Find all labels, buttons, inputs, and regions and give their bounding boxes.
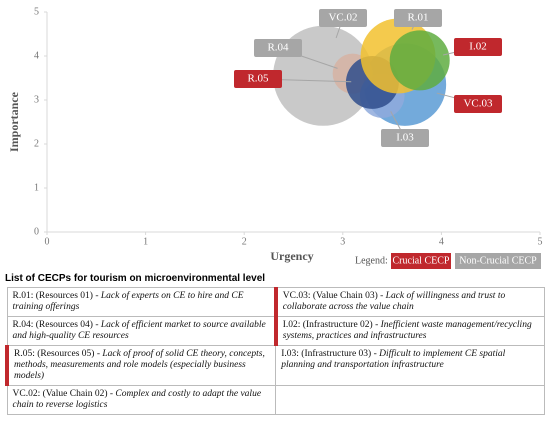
cell-head: I.02: (Infrastructure 02) -: [282, 320, 379, 330]
x-axis-title: Urgency: [270, 249, 313, 263]
legend-swatch: [455, 253, 541, 269]
x-tick-label: 4: [439, 236, 444, 247]
legend-label: Non-Crucial CECP: [459, 255, 537, 266]
table-cell: R.01: (Resources 01) - Lack of experts o…: [6, 287, 277, 317]
cecp-list: List of CECPs for tourism on microenviro…: [5, 271, 545, 415]
label-box: [319, 9, 367, 27]
cell-head: VC.02: (Value Chain 02) -: [12, 389, 114, 399]
table-title: List of CECPs for tourism on microenviro…: [5, 273, 266, 284]
legend-swatch: [391, 253, 451, 269]
cell-text: Complex and costly to adapt the value ch…: [12, 389, 262, 410]
label-box: [254, 39, 302, 57]
cell-head: R.01: (Resources 01) -: [12, 291, 99, 301]
label-box: [234, 70, 282, 88]
bubble-label: VC.02: [328, 12, 357, 24]
x-tick-label: 2: [242, 236, 247, 247]
cell-text: Lack of efficient market to source avail…: [12, 320, 266, 341]
bubble-label: VC.03: [463, 98, 493, 110]
y-tick-label: 1: [34, 182, 39, 193]
y-tick-label: 2: [34, 138, 39, 149]
label-box: [454, 95, 502, 113]
cell-head: I.03: (Infrastructure 03) -: [281, 349, 377, 359]
x-tick-label: 5: [538, 236, 543, 247]
y-axis-title: Importance: [7, 91, 21, 152]
cell-head: R.04: (Resources 04) -: [12, 320, 99, 330]
bubble-label: R.04: [267, 42, 289, 54]
table-cell: VC.02: (Value Chain 02) - Complex and co…: [6, 385, 277, 415]
cell-text: Lack of experts on CE to hire and CE tra…: [12, 291, 244, 312]
bubble-label: R.05: [247, 73, 269, 85]
y-tick-label: 3: [34, 94, 39, 105]
table-cell: I.03: (Infrastructure 03) - Difficult to…: [275, 345, 545, 386]
y-tick-label: 5: [34, 6, 39, 17]
cell-text: Lack of willingness and trust to collabo…: [282, 291, 506, 312]
cell-head: R.05: (Resources 05) -: [14, 349, 101, 359]
x-tick-label: 1: [143, 236, 148, 247]
bubble-label: I.03: [396, 132, 414, 144]
table-cell: VC.03: (Value Chain 03) - Lack of willin…: [273, 287, 545, 317]
legend: Legend: Crucial CECP Non-Crucial CECP: [355, 253, 541, 269]
legend-title: Legend:: [355, 255, 388, 266]
bubble-label: I.02: [469, 41, 486, 53]
bubble-label: R.01: [407, 12, 428, 24]
table-cell: I.02: (Infrastructure 02) - Inefficient …: [273, 316, 545, 346]
label-box: [381, 129, 429, 147]
table: R.01: (Resources 01) - Lack of experts o…: [5, 287, 545, 415]
cell-text: Inefficient waste management/recycling s…: [282, 320, 532, 341]
table-cell: R.05: (Resources 05) - Lack of proof of …: [5, 345, 277, 386]
x-tick-label: 0: [45, 236, 50, 247]
cell-text: Lack of proof of solid CE theory, concep…: [14, 349, 265, 381]
table-cell: R.04: (Resources 04) - Lack of efficient…: [6, 316, 277, 346]
y-tick-label: 0: [34, 226, 39, 237]
bubble: [389, 30, 450, 91]
y-tick-label: 4: [34, 50, 39, 61]
label-box: [394, 9, 442, 27]
chart: Urgency Importance 0 1 2 3 4 5 0 1 2 3 4 5 VC.02 VC.0…: [7, 6, 543, 269]
table-cell: [275, 385, 545, 415]
cell-head: VC.03: (Value Chain 03) -: [282, 291, 384, 301]
x-tick-label: 3: [340, 236, 345, 247]
legend-label: Crucial CECP: [393, 255, 450, 266]
label-box: [454, 38, 502, 56]
cell-text: Difficult to implement CE spatial planni…: [281, 349, 506, 370]
